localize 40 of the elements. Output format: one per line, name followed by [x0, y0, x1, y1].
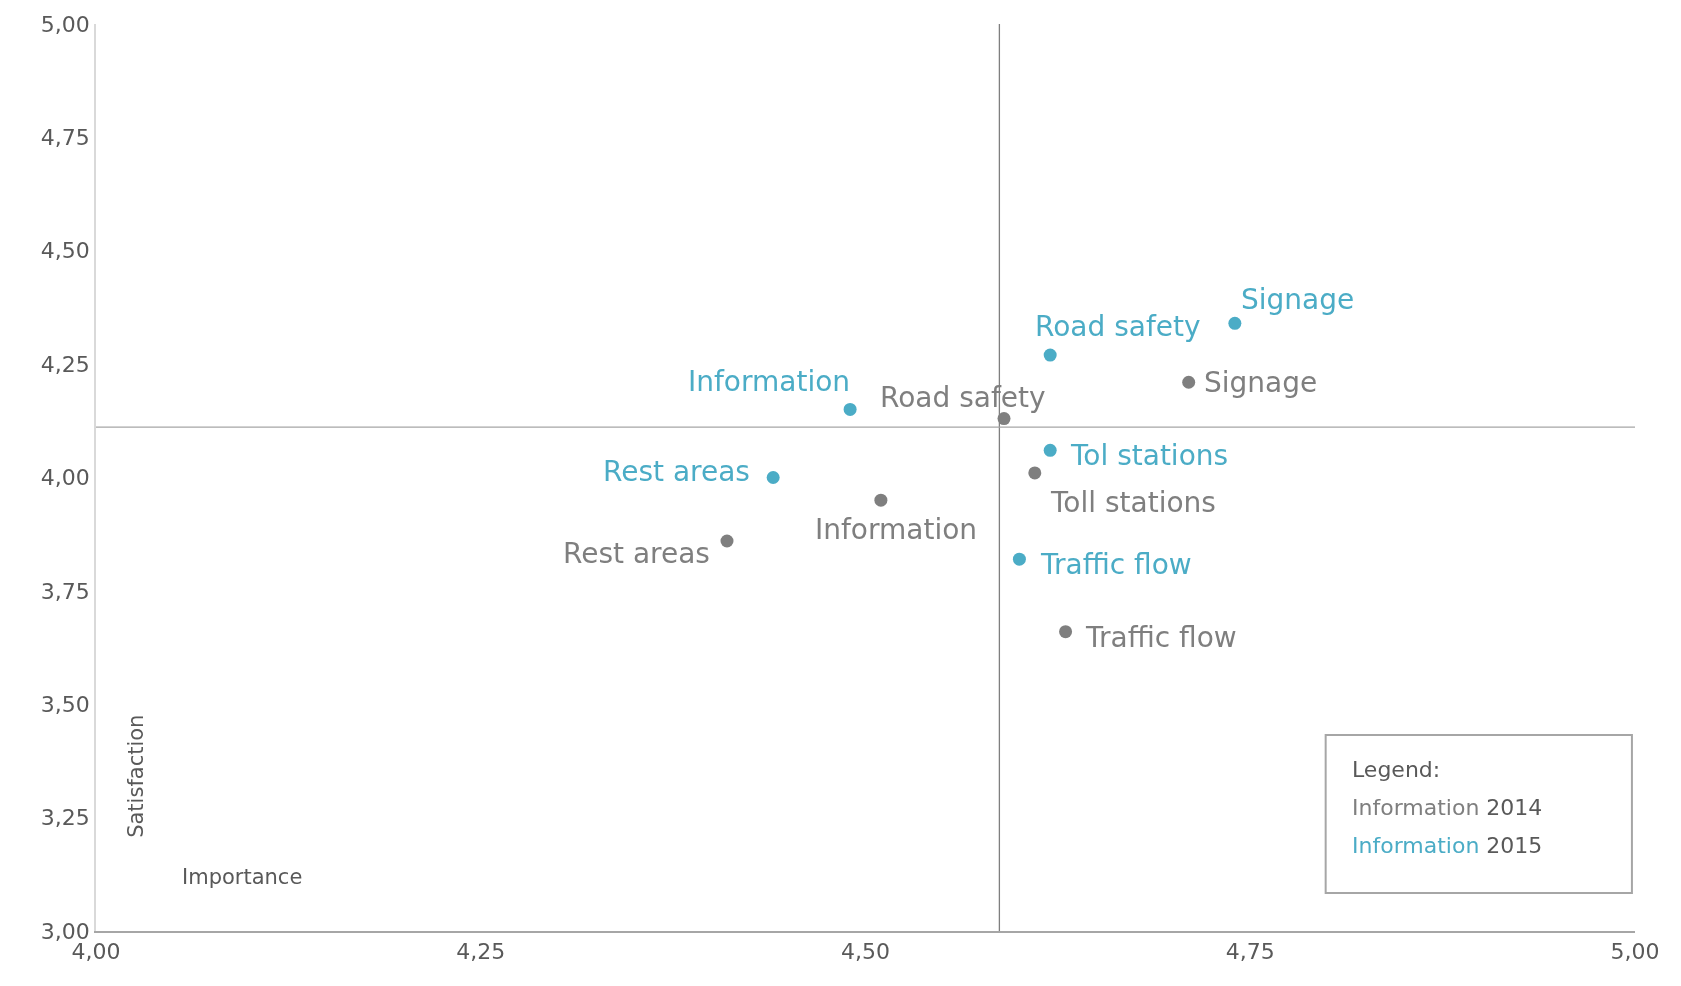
point: [1043, 443, 1057, 457]
annotation: Information: [688, 365, 851, 398]
point: [766, 471, 780, 484]
annotation: Toll stations: [1050, 486, 1216, 519]
y-tick-label: 5,00: [40, 11, 90, 37]
annotation: Rest areas: [563, 537, 710, 570]
annotation: Signage: [1241, 283, 1355, 316]
annotation: Tol stations: [1070, 439, 1229, 472]
y-tick-label: 4,00: [40, 465, 90, 491]
y-tick-label: 3,25: [40, 805, 90, 831]
annotation: Road safety: [1035, 310, 1201, 343]
point: [997, 412, 1011, 426]
point: [1228, 316, 1242, 330]
x-tick-label: 4,25: [456, 939, 506, 965]
point: [1012, 552, 1026, 566]
y-tick-label: 4,75: [40, 125, 90, 151]
x-axis-title: Importance: [182, 865, 303, 889]
point: [720, 534, 734, 548]
y-tick-label: 3,50: [40, 691, 90, 717]
annotation: Legend:: [1352, 757, 1441, 782]
point: [843, 402, 857, 416]
point: [1059, 625, 1073, 639]
x-tick-label: 4,50: [841, 939, 890, 965]
point: [1043, 348, 1057, 362]
x-tick-label: 4,75: [1225, 939, 1275, 965]
annotation: Traffic flow: [1040, 548, 1192, 581]
annotation: Information 2014: [1352, 795, 1543, 820]
point: [874, 493, 888, 507]
y-tick-label: 4,25: [40, 351, 90, 377]
annotation: Signage: [1204, 366, 1318, 399]
annotation: Information 2015: [1352, 833, 1543, 858]
x-tick-label: 5,00: [1610, 939, 1660, 965]
annotation: Traffic flow: [1085, 621, 1237, 654]
y-axis-title: Satisfaction: [124, 714, 149, 838]
point: [1182, 375, 1196, 389]
annotation: Information: [815, 513, 978, 546]
point: [1028, 466, 1042, 480]
y-tick-label: 3,75: [40, 578, 90, 604]
y-tick-label: 4,50: [40, 238, 90, 264]
annotation: Rest areas: [603, 455, 750, 488]
